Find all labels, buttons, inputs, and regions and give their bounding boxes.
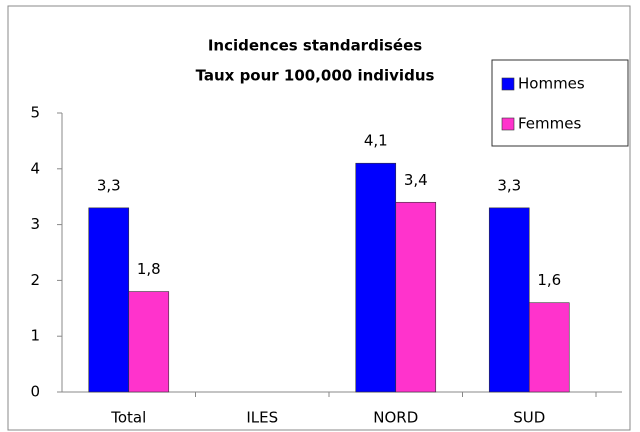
- y-tick-label: 3: [30, 215, 40, 233]
- value-label: 1,8: [137, 260, 161, 278]
- value-label: 3,3: [497, 176, 521, 194]
- y-tick-label: 4: [30, 159, 40, 177]
- bar: [88, 207, 130, 393]
- bar: [128, 291, 170, 393]
- value-label: 4,1: [364, 132, 388, 150]
- y-tick-label: 5: [30, 104, 40, 122]
- x-tick-label: ILES: [246, 409, 278, 427]
- legend-box: [491, 59, 629, 147]
- bar: [395, 201, 437, 393]
- value-label: 3,3: [97, 176, 121, 194]
- y-tick-label: 2: [30, 271, 40, 289]
- value-label: 3,4: [404, 171, 428, 189]
- legend-label: Femmes: [518, 115, 581, 133]
- bar: [488, 207, 530, 393]
- bar: [528, 302, 570, 393]
- bar: [355, 162, 397, 393]
- chart-title: Incidences standardisées: [208, 37, 422, 55]
- legend-swatch: [501, 117, 515, 131]
- chart-subtitle: Taux pour 100,000 individus: [196, 67, 435, 85]
- x-tick-label: SUD: [513, 409, 545, 427]
- x-tick-label: NORD: [373, 409, 418, 427]
- y-tick-label: 1: [30, 327, 40, 345]
- x-tick-label: Total: [110, 409, 146, 427]
- y-tick-label: 0: [30, 383, 40, 401]
- legend-label: Hommes: [518, 75, 585, 93]
- legend-swatch: [501, 77, 515, 91]
- value-label: 1,6: [537, 271, 561, 289]
